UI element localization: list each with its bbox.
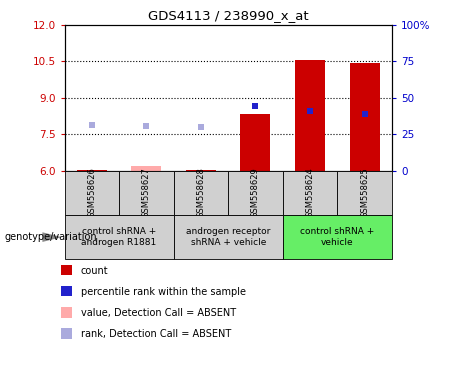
Text: control shRNA +
androgen R1881: control shRNA + androgen R1881: [82, 227, 157, 247]
Text: GSM558628: GSM558628: [196, 167, 206, 218]
Bar: [241, 114, 271, 171]
Bar: [65, 215, 174, 259]
Bar: [283, 171, 337, 215]
Bar: [119, 171, 174, 215]
Text: value, Detection Call = ABSENT: value, Detection Call = ABSENT: [81, 308, 236, 318]
Bar: [77, 170, 107, 171]
Bar: [65, 171, 119, 215]
Bar: [349, 63, 379, 171]
Text: GSM558625: GSM558625: [360, 167, 369, 218]
Text: GSM558624: GSM558624: [306, 167, 314, 218]
Text: genotype/variation: genotype/variation: [5, 232, 97, 242]
Bar: [295, 60, 325, 171]
Bar: [186, 170, 216, 171]
Text: androgen receptor
shRNA + vehicle: androgen receptor shRNA + vehicle: [186, 227, 271, 247]
Bar: [174, 215, 283, 259]
Text: GSM558629: GSM558629: [251, 167, 260, 218]
Bar: [337, 171, 392, 215]
Bar: [228, 171, 283, 215]
Text: rank, Detection Call = ABSENT: rank, Detection Call = ABSENT: [81, 329, 231, 339]
Bar: [131, 166, 161, 171]
Text: control shRNA +
vehicle: control shRNA + vehicle: [300, 227, 374, 247]
Text: count: count: [81, 266, 108, 276]
Text: percentile rank within the sample: percentile rank within the sample: [81, 287, 246, 297]
Title: GDS4113 / 238990_x_at: GDS4113 / 238990_x_at: [148, 9, 308, 22]
Text: GSM558627: GSM558627: [142, 167, 151, 218]
Bar: [283, 215, 392, 259]
Polygon shape: [42, 232, 62, 242]
Text: GSM558626: GSM558626: [87, 167, 96, 218]
Bar: [174, 171, 228, 215]
